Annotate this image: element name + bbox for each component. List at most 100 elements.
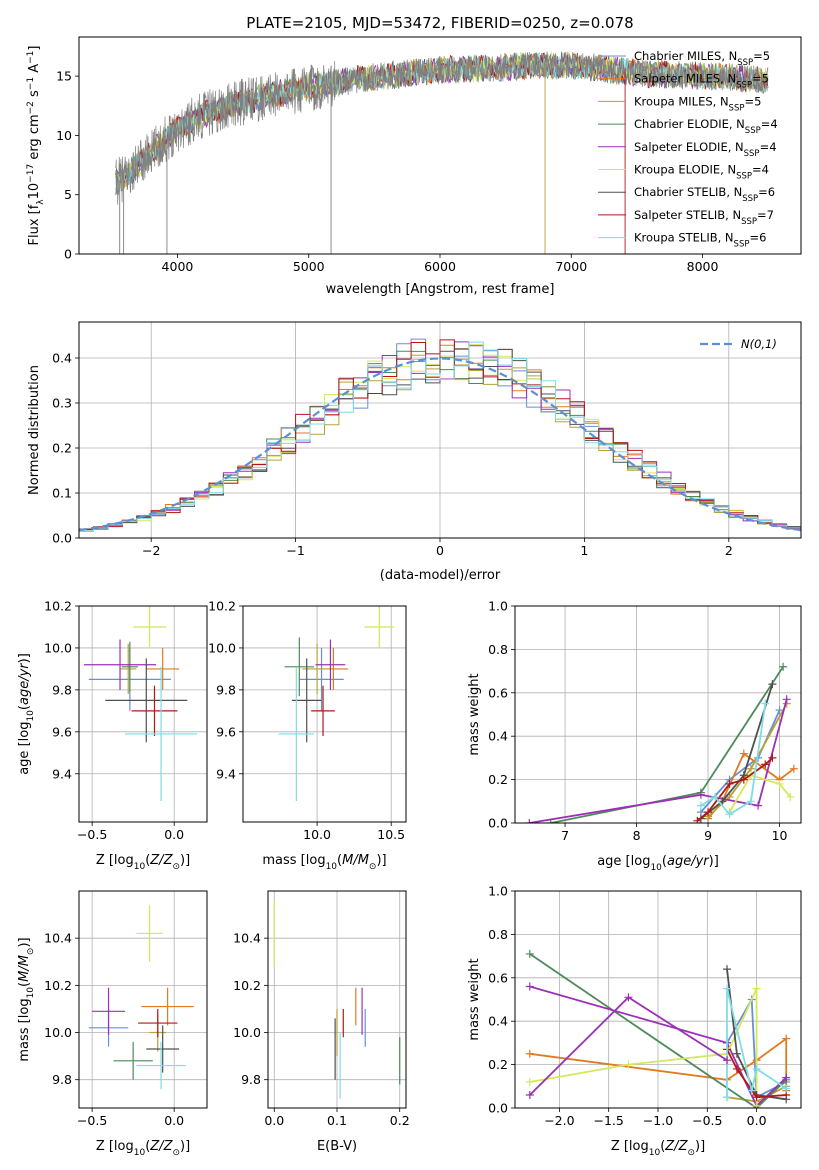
spectrum-frame <box>78 36 802 255</box>
mass-weight-marker <box>761 699 770 708</box>
mass-weight-line <box>529 985 787 1108</box>
x-tick-label: 5000 <box>293 259 325 274</box>
y-tick-label: 10.2 <box>233 978 261 993</box>
x-tick-label: 0 <box>436 543 444 558</box>
errorbar-point <box>311 685 335 737</box>
x-tick-label: −0.5 <box>692 1113 722 1128</box>
y-tick-label: 9.4 <box>52 766 72 781</box>
residual-histogram <box>79 341 801 532</box>
mass-weight-marker <box>786 792 795 801</box>
weight_vs_age-plot <box>525 662 798 823</box>
y-tick-label: 0.2 <box>488 1057 508 1072</box>
mass-weight-marker <box>752 984 761 993</box>
legend-label: Chabrier ELODIE, NSSP=4 <box>634 117 778 136</box>
mass-weight-marker <box>723 984 732 993</box>
y-tick-label: 10.2 <box>208 599 236 614</box>
mass-weight-line <box>696 757 774 822</box>
errorbar-point <box>278 666 315 802</box>
errorbar-point <box>138 1008 178 1038</box>
y-tick-label: 0.1 <box>52 486 72 501</box>
mass-weight-marker <box>525 1090 534 1099</box>
y-tick-label: 10.0 <box>208 640 236 655</box>
mass_vs_Z-plot <box>88 905 194 1090</box>
mass-weight-marker <box>732 1049 741 1058</box>
gaussian-reference-line <box>79 357 801 532</box>
y-tick-label: 1.0 <box>488 599 508 614</box>
y-tick-label: 9.8 <box>52 1072 72 1087</box>
y-tick-label: 0.4 <box>488 729 508 744</box>
mass_vs_EBV-axes: 0.0 0.1 0.2 9.8 10.0 10.2 10.4 <box>233 891 410 1128</box>
x-tick-label: 1 <box>580 543 588 558</box>
x-tick-label: 8 <box>633 828 641 843</box>
errorbar-point <box>124 666 198 802</box>
y-tick-label: 10.0 <box>233 1025 261 1040</box>
mass-weight-marker <box>525 982 534 991</box>
mass-weight-line <box>700 683 774 820</box>
mass-weight-marker <box>723 1056 732 1065</box>
x-tick-label: 10.0 <box>303 827 331 842</box>
y-tick-label: 10.0 <box>44 640 72 655</box>
observed-spectrum-line <box>115 51 769 205</box>
mass-weight-marker <box>525 819 534 823</box>
mass-weight-marker <box>768 753 777 762</box>
x-tick-label: 7000 <box>555 259 587 274</box>
weight_vs_Z-frame <box>514 890 802 1109</box>
legend-label: Kroupa STELIB, NSSP=6 <box>634 231 766 250</box>
x-tick-label: 2 <box>725 543 733 558</box>
mass-weight-marker <box>525 1049 534 1058</box>
mass_vs_Z-axes: −0.5 0.0 9.8 10.0 10.2 10.4 <box>44 891 207 1128</box>
weight_vs_Z-ylabel: mass weight <box>467 958 482 1040</box>
mass-weight-line <box>726 996 787 1099</box>
spectrum-axes: 4000 5000 6000 7000 8000 0 5 10 15 <box>56 69 718 274</box>
weight_vs_age-axes: 7 8 9 10 0.0 0.2 0.4 0.6 0.8 1.0 <box>488 599 801 843</box>
y-tick-label: 9.4 <box>216 766 236 781</box>
mass-weight-marker <box>782 1034 791 1043</box>
y-tick-label: 10 <box>56 128 72 143</box>
weight_vs_Z-xlabel: Z [log10(Z/Z⊙)] <box>611 1139 705 1158</box>
errorbar-point <box>141 987 194 1026</box>
y-tick-label: 10.4 <box>233 931 261 946</box>
residuals-plot <box>79 338 801 532</box>
errorbar-point <box>133 606 166 648</box>
y-tick-label: 0.3 <box>52 396 72 411</box>
mass-weight-marker <box>775 779 784 788</box>
mass-weight-marker <box>732 1064 741 1073</box>
spectrum-legend: Chabrier MILES, NSSP=5 Salpeter MILES, NS… <box>598 49 778 250</box>
mass-weight-marker <box>754 801 763 810</box>
x-tick-label: −2.0 <box>544 1113 574 1128</box>
y-tick-label: 9.8 <box>216 682 236 697</box>
y-tick-label: 9.8 <box>241 1072 261 1087</box>
errorbar-point <box>92 987 125 1035</box>
errorbar-point <box>315 639 346 690</box>
legend-label: Kroupa ELODIE, NSSP=4 <box>634 163 769 182</box>
y-tick-label: 0.2 <box>488 772 508 787</box>
y-tick-label: 0 <box>64 247 72 262</box>
mass-weight-line <box>707 703 788 818</box>
mass-weight-line <box>726 1048 787 1099</box>
errorbar-point <box>120 643 137 695</box>
mass-weight-marker <box>693 816 702 823</box>
errorbar-point <box>131 685 178 737</box>
mass-weight-marker <box>525 949 534 958</box>
spectrum-plot <box>115 51 769 254</box>
errorbar-point <box>105 658 188 743</box>
residuals-frame <box>78 321 802 539</box>
errorbar-point <box>121 641 139 692</box>
mass-weight-marker <box>752 1093 761 1102</box>
mass-weight-marker <box>624 1060 633 1069</box>
x-tick-label: 8000 <box>687 259 719 274</box>
mass-weight-marker <box>723 1093 732 1102</box>
mass-weight-line <box>529 699 788 823</box>
mass-weight-marker <box>752 1101 761 1108</box>
mass-weight-marker <box>782 1073 791 1082</box>
legend-label: Salpeter STELIB, NSSP=7 <box>634 208 774 227</box>
errorbar-point <box>146 647 180 690</box>
y-tick-label: 9.6 <box>52 724 72 739</box>
mass_vs_Z-ylabel: mass [log10(M/M⊙)] <box>17 937 36 1061</box>
mass-weight-marker <box>725 810 734 819</box>
errorbar-point <box>136 905 163 962</box>
mass-weight-marker <box>696 790 705 799</box>
mass-weight-marker <box>525 1077 534 1086</box>
y-tick-label: 0.0 <box>488 1101 508 1116</box>
errorbar-point <box>113 1041 153 1080</box>
